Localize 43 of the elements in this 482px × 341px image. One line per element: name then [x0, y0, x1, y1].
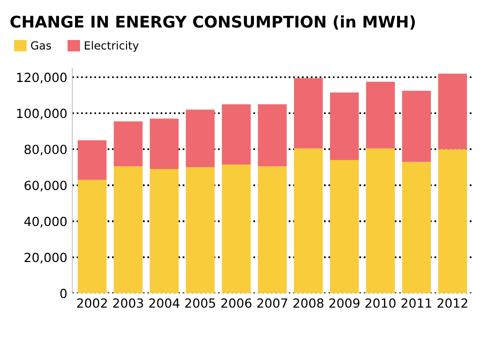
bar: [294, 148, 323, 294]
legend-label: Electricity: [84, 41, 139, 52]
y-tick-label: 40,000: [24, 216, 67, 228]
x-tick-label: 2006: [221, 298, 252, 308]
bar: [366, 148, 395, 294]
y-tick-label: 80,000: [24, 144, 67, 156]
bar: [114, 166, 143, 294]
bar: [330, 92, 359, 160]
x-tick-label: 2010: [365, 298, 396, 308]
y-tick-label: 60,000: [24, 180, 67, 192]
bar: [258, 104, 287, 166]
x-tick-label: 2004: [149, 298, 180, 308]
bar: [402, 90, 431, 162]
bar: [294, 78, 323, 148]
bar: [438, 74, 467, 150]
y-tick-label: 0: [60, 288, 67, 298]
y-tick-label: 120,000: [17, 72, 67, 84]
bar: [114, 121, 143, 166]
bar: [402, 162, 431, 294]
bar: [78, 140, 107, 180]
bar: [186, 167, 215, 294]
bar: [150, 169, 179, 294]
x-tick-label: 2009: [329, 298, 360, 308]
bar: [258, 166, 287, 294]
x-tick-label: 2008: [293, 298, 324, 308]
y-tick-label: 100,000: [17, 108, 67, 120]
bar: [186, 110, 215, 168]
y-tick-label: 20,000: [24, 252, 67, 264]
bar: [366, 82, 395, 148]
bar: [150, 118, 179, 170]
chart-title: CHANGE IN ENERGY CONSUMPTION (in MWH): [10, 15, 415, 30]
x-tick-label: 2002: [77, 298, 107, 308]
x-tick-label: 2003: [113, 298, 144, 308]
bar: [222, 164, 251, 294]
x-tick-label: 2005: [185, 298, 216, 308]
x-tick-label: 2011: [402, 298, 432, 308]
bar: [438, 149, 467, 294]
bar: [330, 160, 359, 294]
legend-label: Gas: [31, 41, 52, 50]
x-tick-label: 2012: [438, 298, 468, 308]
bar: [78, 180, 107, 294]
x-tick-label: 2007: [257, 298, 288, 308]
bar: [222, 104, 251, 165]
